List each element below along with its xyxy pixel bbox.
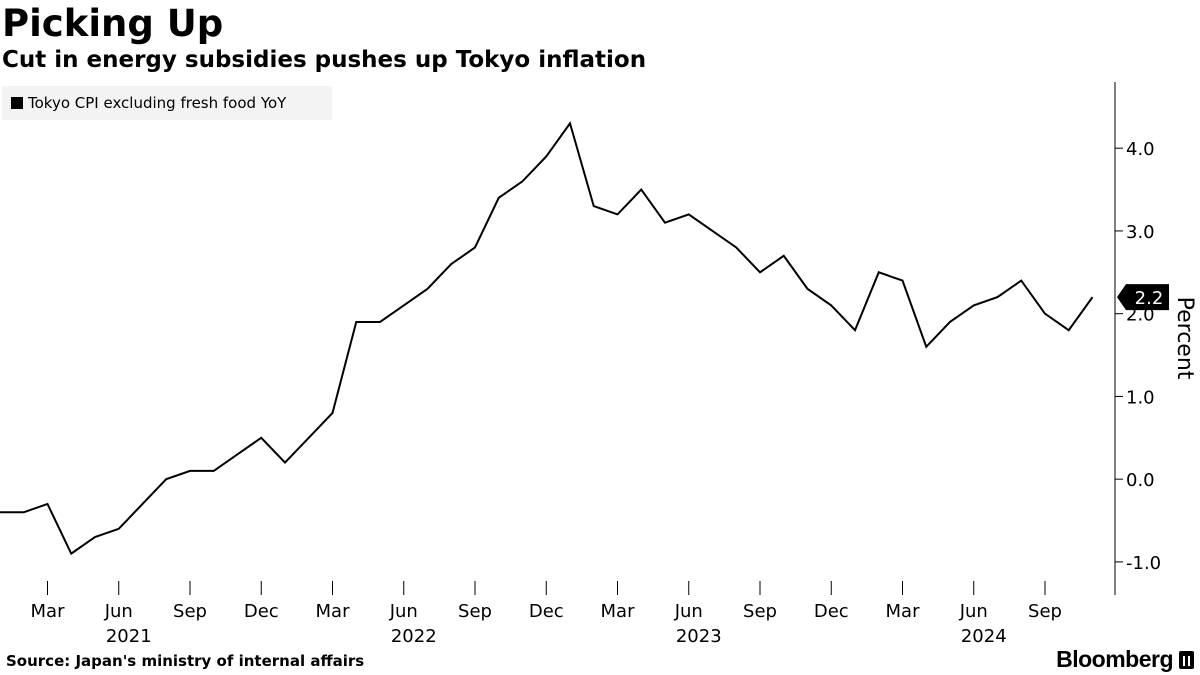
data-point — [664, 222, 666, 224]
y-tick-label: -1.0 — [1126, 553, 1161, 574]
x-tick-label: Dec — [529, 601, 564, 622]
data-point — [997, 296, 999, 298]
x-tick-label: Sep — [743, 601, 777, 622]
x-tick-label: Jun — [959, 601, 988, 622]
y-axis-title: Percent — [1172, 297, 1197, 380]
x-tick-label: Dec — [814, 601, 849, 622]
data-point — [783, 255, 785, 257]
source-note: Source: Japan's ministry of internal aff… — [6, 652, 365, 670]
data-point — [47, 503, 49, 505]
data-point — [688, 213, 690, 215]
data-point — [712, 230, 714, 232]
data-point — [403, 304, 405, 306]
bloomberg-terminal-icon — [1179, 650, 1194, 669]
legend-label: Tokyo CPI excluding fresh food YoY — [28, 94, 287, 112]
data-point — [94, 536, 96, 538]
last-value-label: 2.2 — [1135, 288, 1164, 309]
x-tick-label: Mar — [886, 601, 921, 622]
x-year-label: 2021 — [106, 626, 152, 647]
legend-swatch-icon — [11, 97, 23, 109]
data-point — [854, 329, 856, 331]
data-point — [23, 511, 25, 513]
x-tick-label: Mar — [601, 601, 636, 622]
x-tick-label: Dec — [244, 601, 279, 622]
x-tick-label: Sep — [458, 601, 492, 622]
data-point — [569, 122, 571, 124]
data-point — [759, 271, 761, 273]
brand-name: Bloomberg — [1056, 646, 1173, 672]
data-point — [593, 205, 595, 207]
data-point — [450, 263, 452, 265]
data-point — [70, 553, 72, 555]
data-point — [973, 304, 975, 306]
data-point — [213, 470, 215, 472]
data-point — [949, 321, 951, 323]
x-year-label: 2024 — [961, 626, 1007, 647]
y-tick-label: 1.0 — [1126, 387, 1155, 408]
data-point — [498, 197, 500, 199]
chart-title: Picking Up — [2, 2, 224, 45]
data-point — [189, 470, 191, 472]
y-tick-label: 4.0 — [1126, 139, 1155, 160]
data-point — [1092, 296, 1094, 298]
data-point — [925, 346, 927, 348]
x-year-label: 2022 — [391, 626, 437, 647]
data-point — [640, 189, 642, 191]
data-point — [1020, 280, 1022, 282]
series-line — [0, 121, 1094, 556]
x-tick-label: Jun — [389, 601, 418, 622]
x-year-label: 2023 — [676, 626, 722, 647]
data-point — [545, 155, 547, 157]
x-tick-label: Mar — [31, 601, 66, 622]
data-point — [308, 437, 310, 439]
data-point — [617, 213, 619, 215]
data-point — [735, 246, 737, 248]
x-tick-label: Sep — [173, 601, 207, 622]
data-point — [284, 462, 286, 464]
data-point — [878, 271, 880, 273]
data-point — [1068, 329, 1070, 331]
data-point — [522, 180, 524, 182]
data-point — [474, 246, 476, 248]
data-point — [260, 437, 262, 439]
data-point — [165, 478, 167, 480]
data-point — [1044, 313, 1046, 315]
y-tick-label: 0.0 — [1126, 470, 1155, 491]
data-point — [379, 321, 381, 323]
x-tick-label: Sep — [1028, 601, 1062, 622]
data-point — [427, 288, 429, 290]
y-tick-label: 3.0 — [1126, 222, 1155, 243]
data-point — [807, 288, 809, 290]
last-value-callout — [1117, 284, 1169, 311]
data-point — [902, 280, 904, 282]
data-point — [142, 503, 144, 505]
data-point — [355, 321, 357, 323]
x-tick-label: Mar — [316, 601, 351, 622]
x-tick-label: Jun — [674, 601, 703, 622]
data-point — [830, 304, 832, 306]
chart-subtitle: Cut in energy subsidies pushes up Tokyo … — [2, 47, 647, 73]
brand-logo: Bloomberg — [1056, 646, 1194, 673]
data-point — [118, 528, 120, 530]
chart-legend: Tokyo CPI excluding fresh food YoY — [2, 86, 332, 120]
data-point — [237, 453, 239, 455]
data-point — [332, 412, 334, 414]
x-tick-label: Jun — [104, 601, 133, 622]
